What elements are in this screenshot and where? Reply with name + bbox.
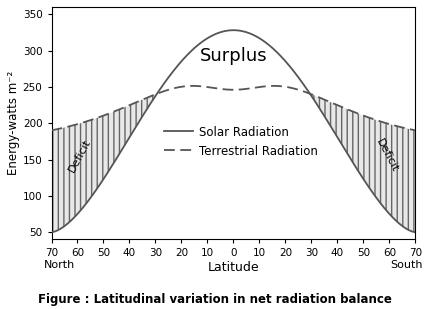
Text: North: North — [44, 260, 76, 270]
Text: South: South — [390, 260, 423, 270]
Text: Surplus: Surplus — [199, 47, 267, 65]
Y-axis label: Energy-watts m⁻²: Energy-watts m⁻² — [7, 71, 20, 175]
X-axis label: Latitude: Latitude — [208, 261, 259, 274]
Text: Figure : Latitudinal variation in net radiation balance: Figure : Latitudinal variation in net ra… — [38, 293, 391, 306]
Legend: Solar Radiation, Terrestrial Radiation: Solar Radiation, Terrestrial Radiation — [159, 121, 323, 163]
Text: Deficit: Deficit — [67, 138, 93, 174]
Text: Deficit: Deficit — [374, 138, 400, 174]
